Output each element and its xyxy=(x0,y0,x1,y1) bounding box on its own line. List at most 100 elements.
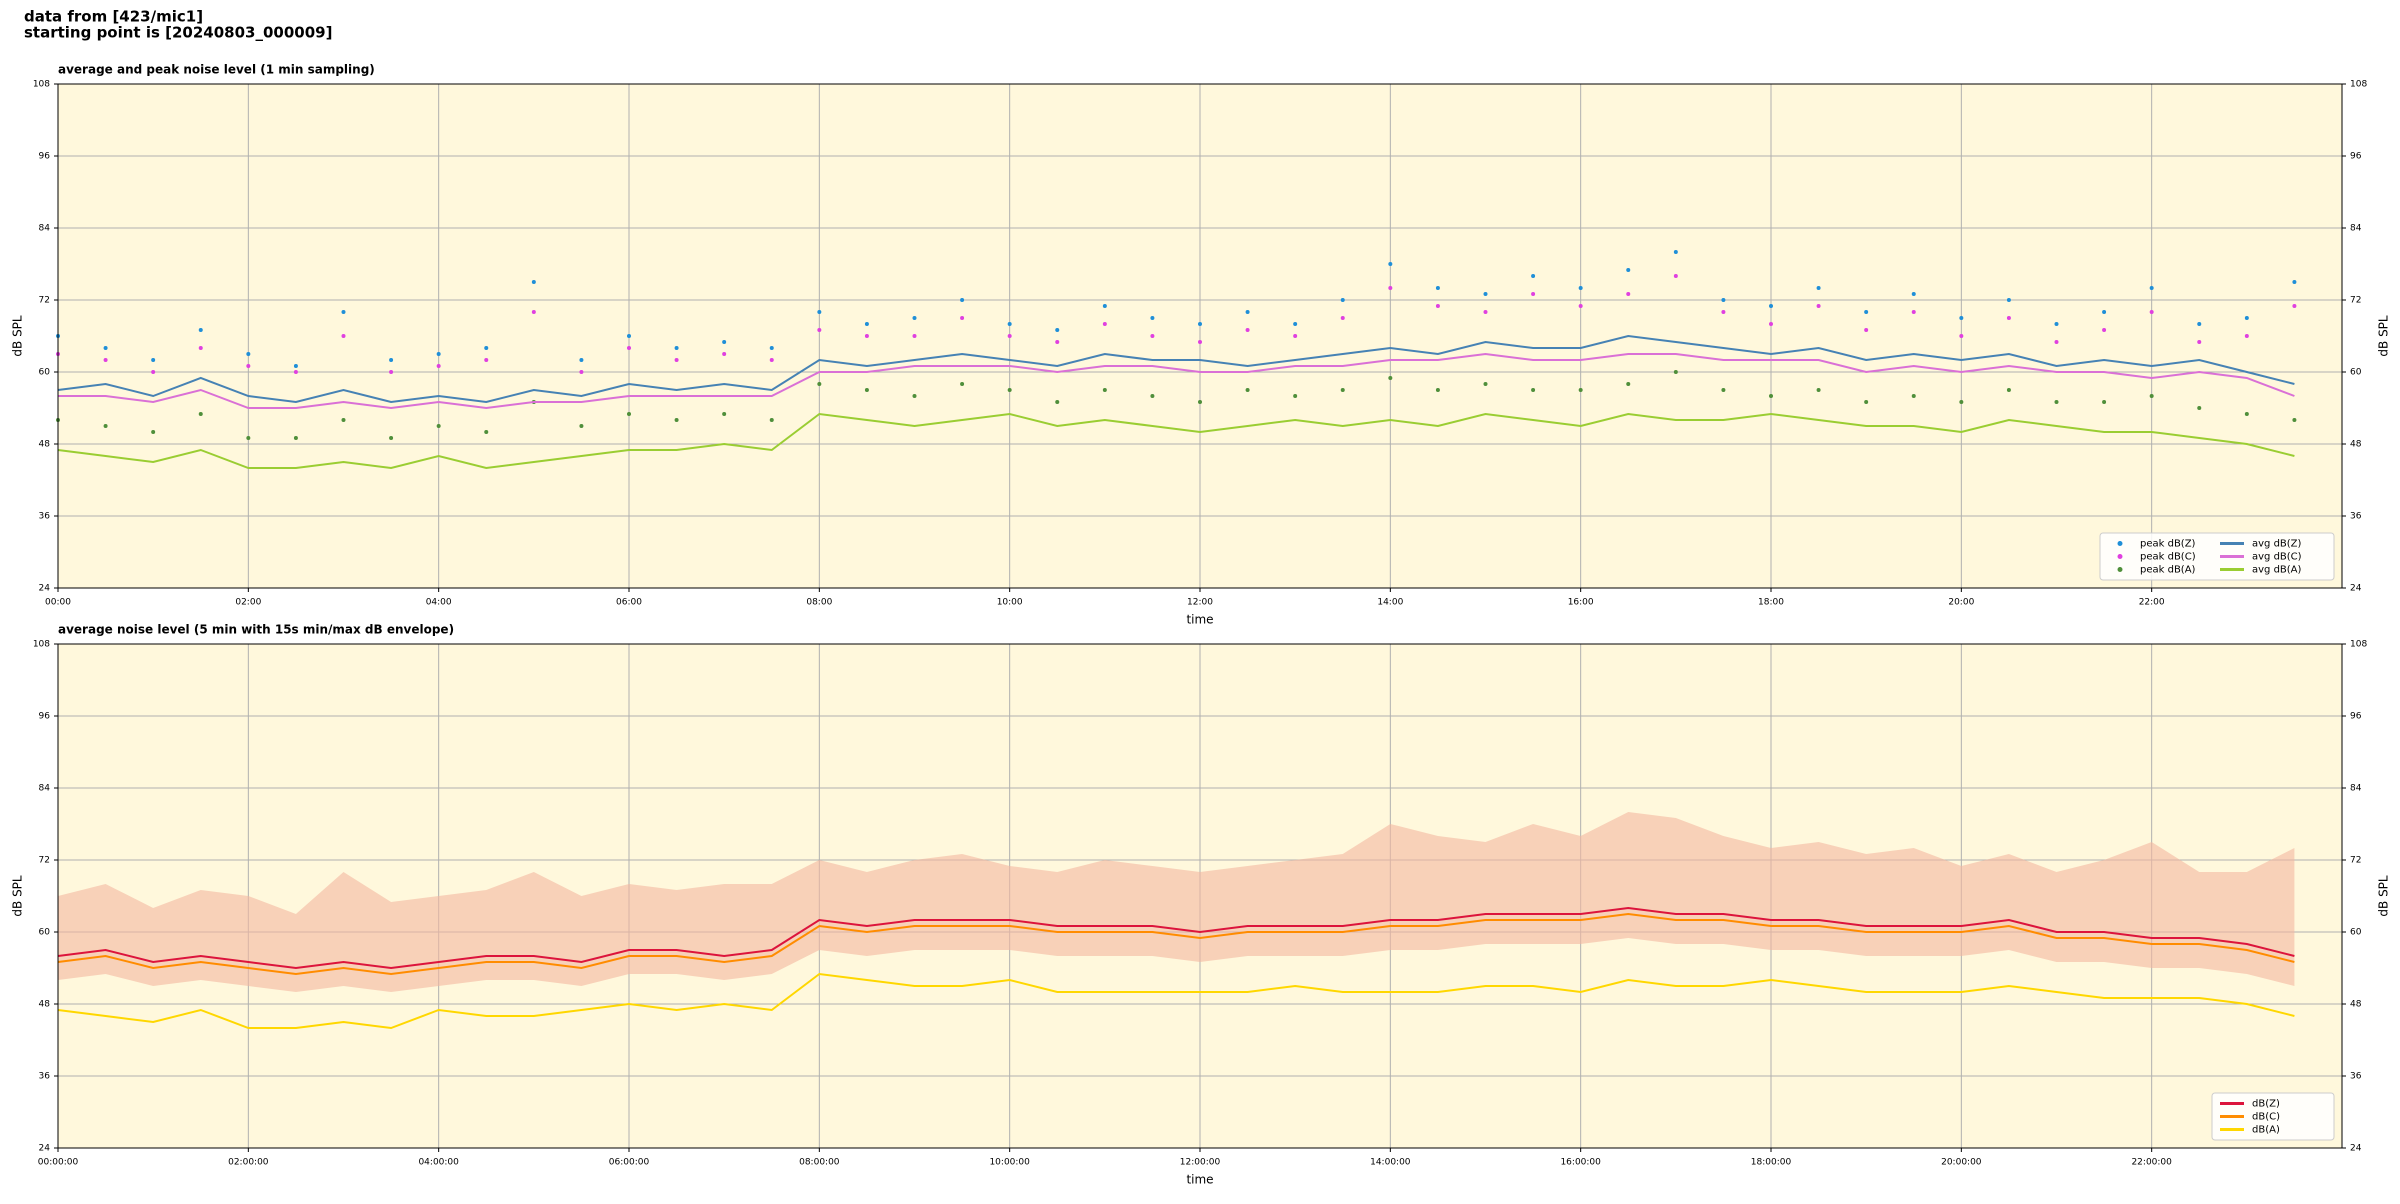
y-tick-label: 72 xyxy=(39,856,50,866)
legend-label: peak dB(C) xyxy=(2140,552,2196,563)
peak-point xyxy=(2149,394,2154,398)
peak-point xyxy=(389,358,394,362)
peak-point xyxy=(674,358,679,362)
peak-point xyxy=(1245,388,1250,392)
peak-point xyxy=(1531,388,1536,392)
x-tick-label: 20:00 xyxy=(1948,598,1974,608)
peak-point xyxy=(960,316,965,320)
y-tick-label: 24 xyxy=(2350,584,2362,594)
peak-point xyxy=(341,334,346,338)
peak-point xyxy=(960,382,965,386)
peak-point xyxy=(103,424,108,428)
x-tick-label: 04:00:00 xyxy=(418,1158,459,1168)
peak-point xyxy=(1864,400,1869,404)
peak-point xyxy=(2244,412,2249,416)
peak-point xyxy=(531,310,536,314)
peak-point xyxy=(674,346,679,350)
chart-title: average and peak noise level (1 min samp… xyxy=(58,63,375,77)
peak-point xyxy=(864,322,869,326)
peak-point xyxy=(1102,304,1107,308)
peak-point xyxy=(1055,400,1060,404)
x-tick-label: 14:00:00 xyxy=(1370,1158,1411,1168)
y-tick-label: 36 xyxy=(39,1072,51,1082)
y-tick-label: 84 xyxy=(39,784,51,794)
peak-point xyxy=(1626,268,1631,272)
peak-point xyxy=(1721,310,1726,314)
y-tick-label: 96 xyxy=(2350,712,2362,722)
peak-point xyxy=(2197,340,2202,344)
peak-point xyxy=(389,436,394,440)
y-tick-label: 84 xyxy=(2350,784,2362,794)
plot-frame xyxy=(57,643,2343,1149)
legend-label: dB(Z) xyxy=(2252,1099,2280,1110)
y-tick-label: 60 xyxy=(2350,928,2362,938)
peak-point xyxy=(627,412,631,416)
peak-point xyxy=(1911,310,1916,314)
x-tick-label: 00:00:00 xyxy=(38,1158,79,1168)
peak-point xyxy=(1816,304,1821,308)
peak-point xyxy=(1721,388,1726,392)
y-axis-label: dB SPL xyxy=(2377,315,2391,357)
y-tick-label: 96 xyxy=(39,152,51,162)
peak-point xyxy=(1483,292,1488,296)
y-tick-label: 60 xyxy=(2350,368,2362,378)
peak-point xyxy=(1673,250,1678,254)
series-line xyxy=(57,972,2295,1030)
y-axis-label: dB SPL xyxy=(2377,875,2391,917)
legend-label: peak dB(Z) xyxy=(2140,539,2196,550)
peak-point xyxy=(1864,310,1869,314)
peak-point xyxy=(1626,382,1631,386)
peak-point xyxy=(817,382,822,386)
series-line xyxy=(57,334,2295,404)
peak-point xyxy=(579,358,584,362)
peak-point xyxy=(1388,262,1393,266)
header-line: starting point is [20240803_000009] xyxy=(24,24,332,42)
peak-point xyxy=(2292,280,2297,284)
peak-point xyxy=(2149,310,2154,314)
peak-point xyxy=(1435,304,1440,308)
peak-point xyxy=(2292,304,2297,308)
y-tick-label: 72 xyxy=(2350,296,2361,306)
y-tick-label: 108 xyxy=(33,80,50,90)
y-tick-label: 84 xyxy=(39,224,51,234)
y-tick-label: 24 xyxy=(39,1144,51,1154)
peak-point xyxy=(2006,298,2011,302)
peak-point xyxy=(1531,292,1536,296)
peak-point xyxy=(1578,286,1583,290)
x-tick-label: 10:00:00 xyxy=(989,1158,1030,1168)
peak-point xyxy=(1959,316,1964,320)
peak-point xyxy=(1911,394,1916,398)
peak-point xyxy=(1007,322,1012,326)
peak-point xyxy=(1102,388,1107,392)
y-axis-label: dB SPL xyxy=(11,315,25,357)
peak-point xyxy=(436,424,441,428)
x-axis-label: time xyxy=(1186,1173,1213,1187)
peak-point xyxy=(2149,286,2154,290)
legend-label: avg dB(A) xyxy=(2252,565,2302,576)
peak-point xyxy=(2054,340,2059,344)
y-tick-label: 36 xyxy=(2350,512,2362,522)
peak-point xyxy=(151,430,156,434)
x-tick-label: 16:00 xyxy=(1568,598,1594,608)
peak-point xyxy=(1102,322,1107,326)
x-tick-label: 18:00 xyxy=(1758,598,1784,608)
peak-point xyxy=(1007,388,1012,392)
series-line xyxy=(57,412,2295,470)
peak-point xyxy=(1483,382,1488,386)
legend-box xyxy=(2099,532,2335,581)
y-tick-label: 96 xyxy=(2350,152,2362,162)
peak-point xyxy=(627,334,631,338)
peak-point xyxy=(2102,328,2107,332)
peak-point xyxy=(1959,334,1964,338)
peak-point xyxy=(1388,376,1393,380)
peak-point xyxy=(436,364,441,368)
peak-point xyxy=(1198,322,1202,326)
peak-point xyxy=(1388,286,1393,290)
peak-point xyxy=(1198,400,1202,404)
y-tick-label: 108 xyxy=(2350,640,2367,650)
peak-point xyxy=(912,334,917,338)
header-line: data from [423/mic1] xyxy=(24,8,203,26)
peak-point xyxy=(103,346,108,350)
peak-point xyxy=(484,430,489,434)
peak-point xyxy=(293,364,298,368)
